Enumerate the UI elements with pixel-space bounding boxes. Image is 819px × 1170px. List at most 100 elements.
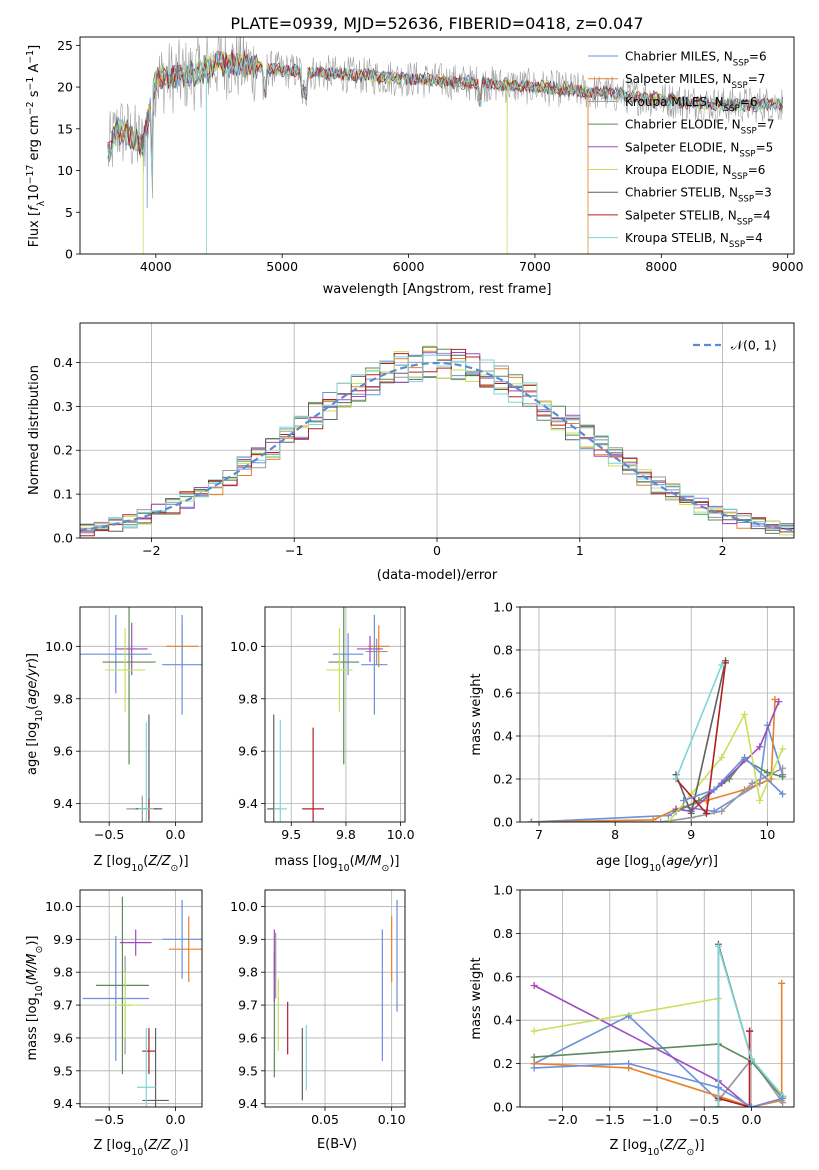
x-tick-label: 9 <box>687 827 695 842</box>
x-tick-label: 0.0 <box>166 1112 186 1127</box>
x-tick-label: 0.10 <box>378 1112 406 1127</box>
weight-marker <box>687 809 695 817</box>
y-tick-label: 9.6 <box>238 744 258 759</box>
x-tick-label: 0.0 <box>742 1112 762 1127</box>
weight-marker <box>702 809 710 817</box>
weight-marker <box>741 754 749 761</box>
plot-area <box>530 940 787 1107</box>
x-tick-label: −0.5 <box>94 827 124 842</box>
x-axis-label: (data-model)/error <box>377 568 498 583</box>
plot-area <box>273 899 398 1101</box>
weight-line <box>675 662 727 816</box>
legend-label: Kroupa STELIB, NSSP=4 <box>625 231 763 250</box>
x-tick-label: −0.5 <box>689 1112 719 1127</box>
y-tick-label: 9.4 <box>53 796 73 811</box>
weight-marker <box>718 807 726 815</box>
legend-label: Kroupa MILES, NSSP=6 <box>625 95 758 114</box>
weight-marker <box>746 1103 754 1107</box>
y-axis-label: age [log10(age/yr)] <box>25 653 45 775</box>
y-tick-label: 9.4 <box>53 1096 73 1111</box>
x-tick-label: 7 <box>535 827 543 842</box>
legend-label: Chabrier MILES, NSSP=6 <box>625 50 767 69</box>
weight-vs-metallicity-panel: −2.0 −1.5 −1.0 −0.5 0.0 0.0 0.2 0.4 0.6 0.8 1.0 Z [… <box>469 883 795 1158</box>
axes-frame <box>79 36 795 255</box>
weight-marker <box>763 769 771 777</box>
weight-line <box>717 1057 784 1104</box>
x-tick-label: 8 <box>611 827 619 842</box>
x-axis-label: Z [log10(Z/Z⊙)] <box>609 1138 704 1158</box>
x-tick-label: −1 <box>285 543 303 558</box>
x-axis-label: mass [log10(M/M⊙)] <box>275 854 400 874</box>
y-tick-label: 9.6 <box>238 1030 258 1045</box>
x-tick-label: −2 <box>142 543 160 558</box>
y-tick-label: 0.2 <box>493 772 513 787</box>
weight-marker <box>714 1083 722 1091</box>
weight-marker <box>775 698 783 706</box>
weight-vs-age-panel: 7 8 9 10 0.0 0.2 0.4 0.6 0.8 1.0 age [log10(age/yr… <box>469 600 795 874</box>
x-tick-label: 9.8 <box>336 827 356 842</box>
normal-curve <box>80 361 794 532</box>
weight-marker <box>771 695 779 703</box>
y-tick-label: 9.8 <box>53 965 73 980</box>
x-axis-label: age [log10(age/yr)] <box>596 854 718 874</box>
axes-frame <box>519 889 795 1108</box>
weight-marker <box>657 818 665 822</box>
x-tick-label: 0.0 <box>166 827 186 842</box>
histogram-steps <box>80 354 794 531</box>
x-tick-label: 9000 <box>772 259 804 274</box>
legend: Chabrier MILES, NSSP=6 Salpeter MILES, NS… <box>588 50 774 250</box>
weight-marker <box>779 745 787 753</box>
weight-marker <box>718 754 726 761</box>
y-axis-label: mass weight <box>469 673 484 755</box>
y-tick-label: 10.0 <box>230 899 258 914</box>
y-tick-label: 9.8 <box>238 965 258 980</box>
weight-line <box>717 944 784 1107</box>
plot-area <box>527 657 787 822</box>
weight-marker <box>756 743 764 751</box>
weight-marker <box>779 764 787 772</box>
y-tick-label: 0.4 <box>53 355 73 370</box>
y-tick-label: 15 <box>57 121 73 136</box>
weight-line <box>717 946 784 1107</box>
y-tick-label: 0.0 <box>493 815 513 830</box>
plot-area <box>107 37 783 254</box>
x-axis-label: Z [log10(Z/Z⊙)] <box>93 1138 188 1158</box>
legend-label: 𝒩(0, 1) <box>731 338 777 353</box>
weight-line <box>675 660 727 817</box>
x-tick-label: 10 <box>759 827 775 842</box>
legend-label: Salpeter STELIB, NSSP=4 <box>625 208 771 227</box>
y-tick-label: 0.4 <box>493 1013 513 1028</box>
weight-marker <box>530 1053 538 1061</box>
weight-line <box>534 997 719 1032</box>
x-axis-label: wavelength [Angstrom, rest frame] <box>323 282 552 297</box>
weight-marker <box>778 979 786 987</box>
weight-line <box>718 1031 751 1107</box>
x-tick-label: 0.05 <box>311 1112 339 1127</box>
weight-line <box>534 1062 783 1107</box>
weight-marker <box>718 661 726 669</box>
x-tick-label: 4000 <box>140 259 172 274</box>
y-tick-label: 1.0 <box>493 600 513 615</box>
weight-line <box>683 756 784 802</box>
spectrum-line <box>107 51 783 254</box>
x-tick-label: −1.5 <box>595 1112 625 1127</box>
legend-label: Kroupa ELODIE, NSSP=6 <box>625 163 765 182</box>
x-tick-label: −1.0 <box>642 1112 672 1127</box>
y-tick-label: 9.4 <box>238 1096 258 1111</box>
weight-marker <box>779 773 787 781</box>
weight-marker <box>530 1027 538 1035</box>
weight-marker <box>747 1055 755 1063</box>
x-tick-label: 9.5 <box>281 827 301 842</box>
histogram-steps <box>80 346 794 533</box>
y-axis-label: mass [log10(M/M⊙)] <box>25 936 45 1061</box>
y-tick-label: 9.4 <box>238 796 258 811</box>
weight-marker <box>756 797 764 804</box>
axes-frame <box>264 606 406 823</box>
legend-label: Salpeter ELODIE, NSSP=5 <box>625 140 773 159</box>
y-tick-label: 9.8 <box>53 691 73 706</box>
y-tick-label: 5 <box>65 205 73 220</box>
residuals-panel: −2 −1 0 1 2 0.0 0.1 0.2 0.3 0.4 (data-model)/error… <box>27 322 795 583</box>
weight-marker <box>527 818 535 822</box>
y-tick-label: 10.0 <box>230 639 258 654</box>
